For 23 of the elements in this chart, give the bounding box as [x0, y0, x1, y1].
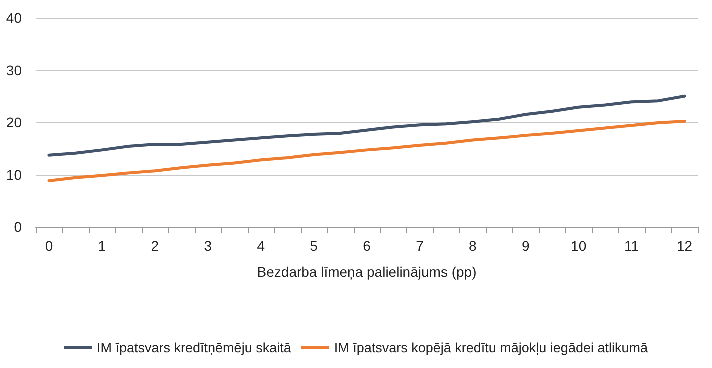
legend-label: IM īpatsvars kredītņēmēju skaitā [97, 340, 292, 356]
x-tick-label: 7 [416, 238, 424, 254]
x-axis-title: Bezdarba līmeņa palielinājums (pp) [257, 264, 477, 280]
y-tick-label: 0 [14, 219, 22, 235]
x-tick-label: 9 [522, 238, 530, 254]
x-tick-label: 4 [257, 238, 266, 254]
x-tick-label: 10 [571, 238, 587, 254]
x-tick-label: 8 [469, 238, 478, 254]
line-series [48, 94, 686, 157]
x-tick-label: 12 [676, 238, 693, 254]
x-tick-label: 1 [98, 238, 106, 254]
line-series [48, 120, 686, 183]
x-tick-label: 6 [363, 238, 372, 254]
x-tick-label: 3 [204, 238, 212, 254]
x-tick-label: 11 [624, 238, 640, 254]
y-tick-label: 40 [6, 10, 22, 26]
y-tick-label: 10 [6, 166, 22, 183]
x-tick-label: 0 [45, 238, 54, 254]
y-tick-label: 20 [6, 114, 22, 130]
x-tick-label: 5 [310, 238, 318, 254]
y-tick-label: 30 [6, 62, 22, 78]
x-tick-label: 2 [151, 238, 160, 254]
legend-label: IM īpatsvars kopējā kredītu mājokļu iegādei atlikumā [334, 340, 648, 356]
